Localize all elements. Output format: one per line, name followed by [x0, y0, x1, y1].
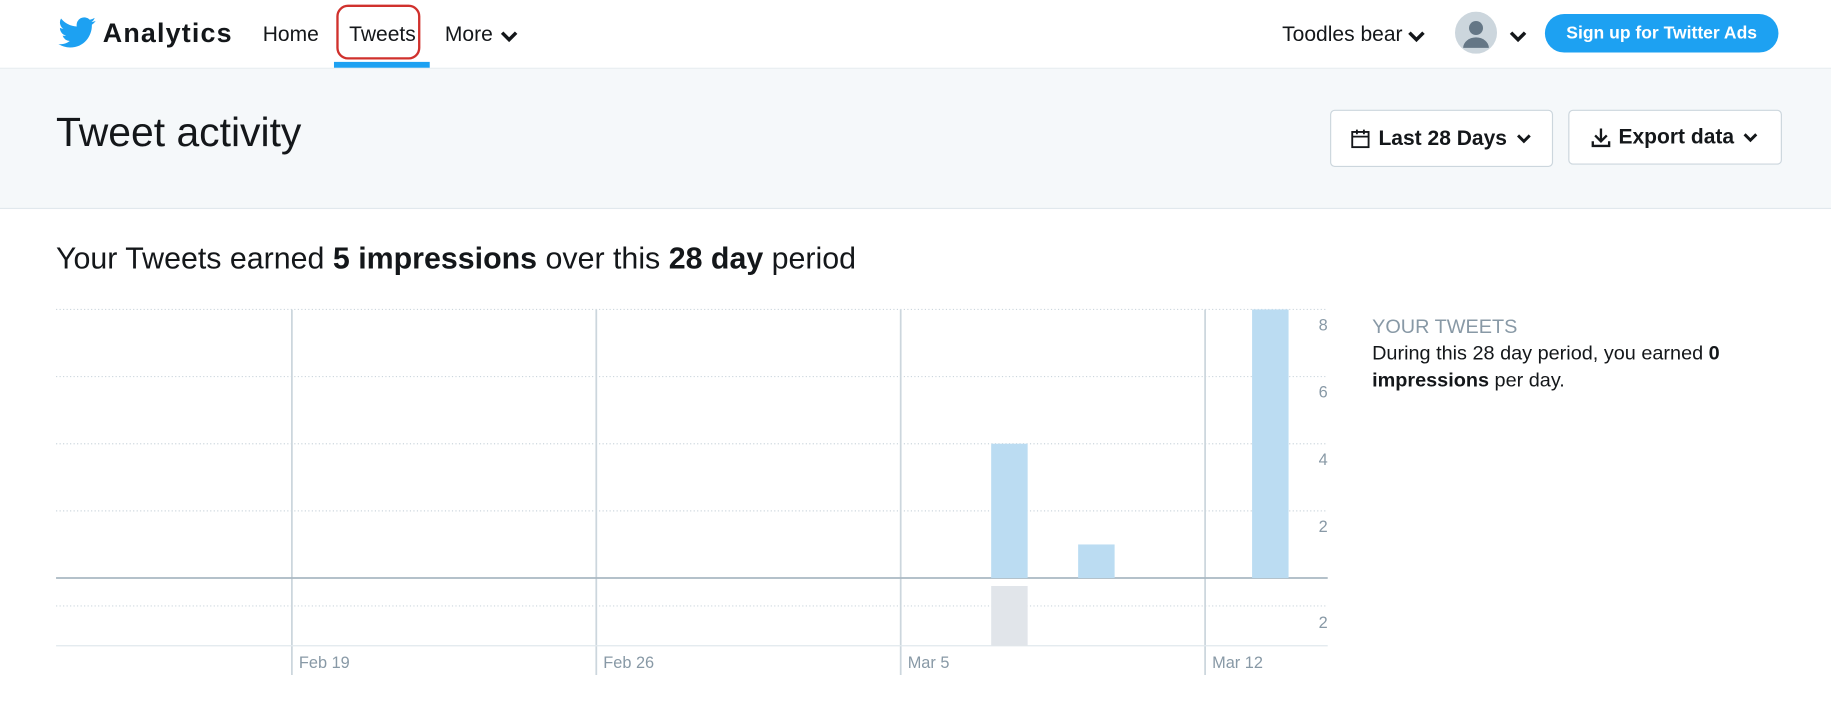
- user-menu[interactable]: Toodles bear: [1282, 22, 1403, 46]
- brand[interactable]: Analytics: [102, 17, 233, 48]
- title-band: Tweet activity Last 28 Days Export data: [0, 68, 1831, 210]
- export-label: Export data: [1618, 124, 1735, 149]
- summary-text: over this: [537, 240, 669, 276]
- bar: [991, 585, 1028, 646]
- download-icon: [1591, 127, 1611, 147]
- y-tick-label: 2: [1319, 518, 1328, 536]
- sidebar-text-part: During this 28 day period, you earned: [1372, 342, 1709, 365]
- bar: [1078, 544, 1115, 579]
- y-tick-label: 6: [1319, 384, 1328, 402]
- y-tick-label: 8: [1319, 316, 1328, 334]
- y-tick-label: 4: [1319, 451, 1328, 469]
- calendar-icon: [1351, 129, 1371, 148]
- sidebar-heading: YOUR TWEETS: [1372, 315, 1518, 338]
- nav-tweets[interactable]: Tweets: [349, 22, 416, 46]
- avatar[interactable]: [1454, 11, 1498, 54]
- summary-bold: 5 impressions: [332, 240, 538, 276]
- chevron: [500, 31, 518, 43]
- summary-text: Your Tweets earned: [56, 240, 333, 276]
- ads-button[interactable]: Sign up for Twitter Ads: [1544, 14, 1779, 53]
- chevron: [1408, 31, 1425, 43]
- y2-tick-label: 2: [1319, 614, 1328, 632]
- sidebar-text-part: per day.: [1489, 369, 1565, 392]
- range-label: Last 28 Days: [1378, 126, 1507, 150]
- summary: Your Tweets earned 5 impressions over th…: [56, 241, 856, 277]
- active-underline: [333, 61, 430, 68]
- nav-home[interactable]: Home: [262, 22, 319, 46]
- x-tick-label: Feb 26: [603, 654, 654, 672]
- x-tick-label: Mar 12: [1212, 654, 1263, 672]
- export-button[interactable]: Export data: [1568, 109, 1782, 165]
- summary-bold: 28 day: [668, 240, 764, 276]
- bar: [1252, 309, 1289, 579]
- sidebar-bold: 0 impressions: [1372, 342, 1720, 392]
- highlight-box: [336, 4, 421, 60]
- sidebar: YOUR TWEETS During this 28 day period, y…: [1372, 313, 1757, 394]
- summary-text: period: [763, 240, 857, 276]
- nav-more[interactable]: More: [444, 22, 493, 46]
- sidebar-text: During this 28 day period, you earned 0 …: [1372, 340, 1757, 394]
- page-title: Tweet activity: [56, 109, 302, 156]
- top-bar: Analytics Home Tweets More Toodles bear …: [0, 0, 1831, 69]
- bar: [991, 443, 1028, 579]
- chevron: [1509, 31, 1527, 43]
- chart: Feb 19 Feb 26 Mar 5 Mar 12 2 4 6 8 2: [56, 308, 1328, 675]
- x-tick-label: Mar 5: [908, 654, 950, 672]
- twitter-logo[interactable]: [58, 16, 96, 49]
- x-tick-label: Feb 19: [299, 654, 350, 672]
- range-button[interactable]: Last 28 Days: [1330, 109, 1554, 167]
- chevron: [1743, 132, 1758, 142]
- chevron: [1516, 133, 1531, 143]
